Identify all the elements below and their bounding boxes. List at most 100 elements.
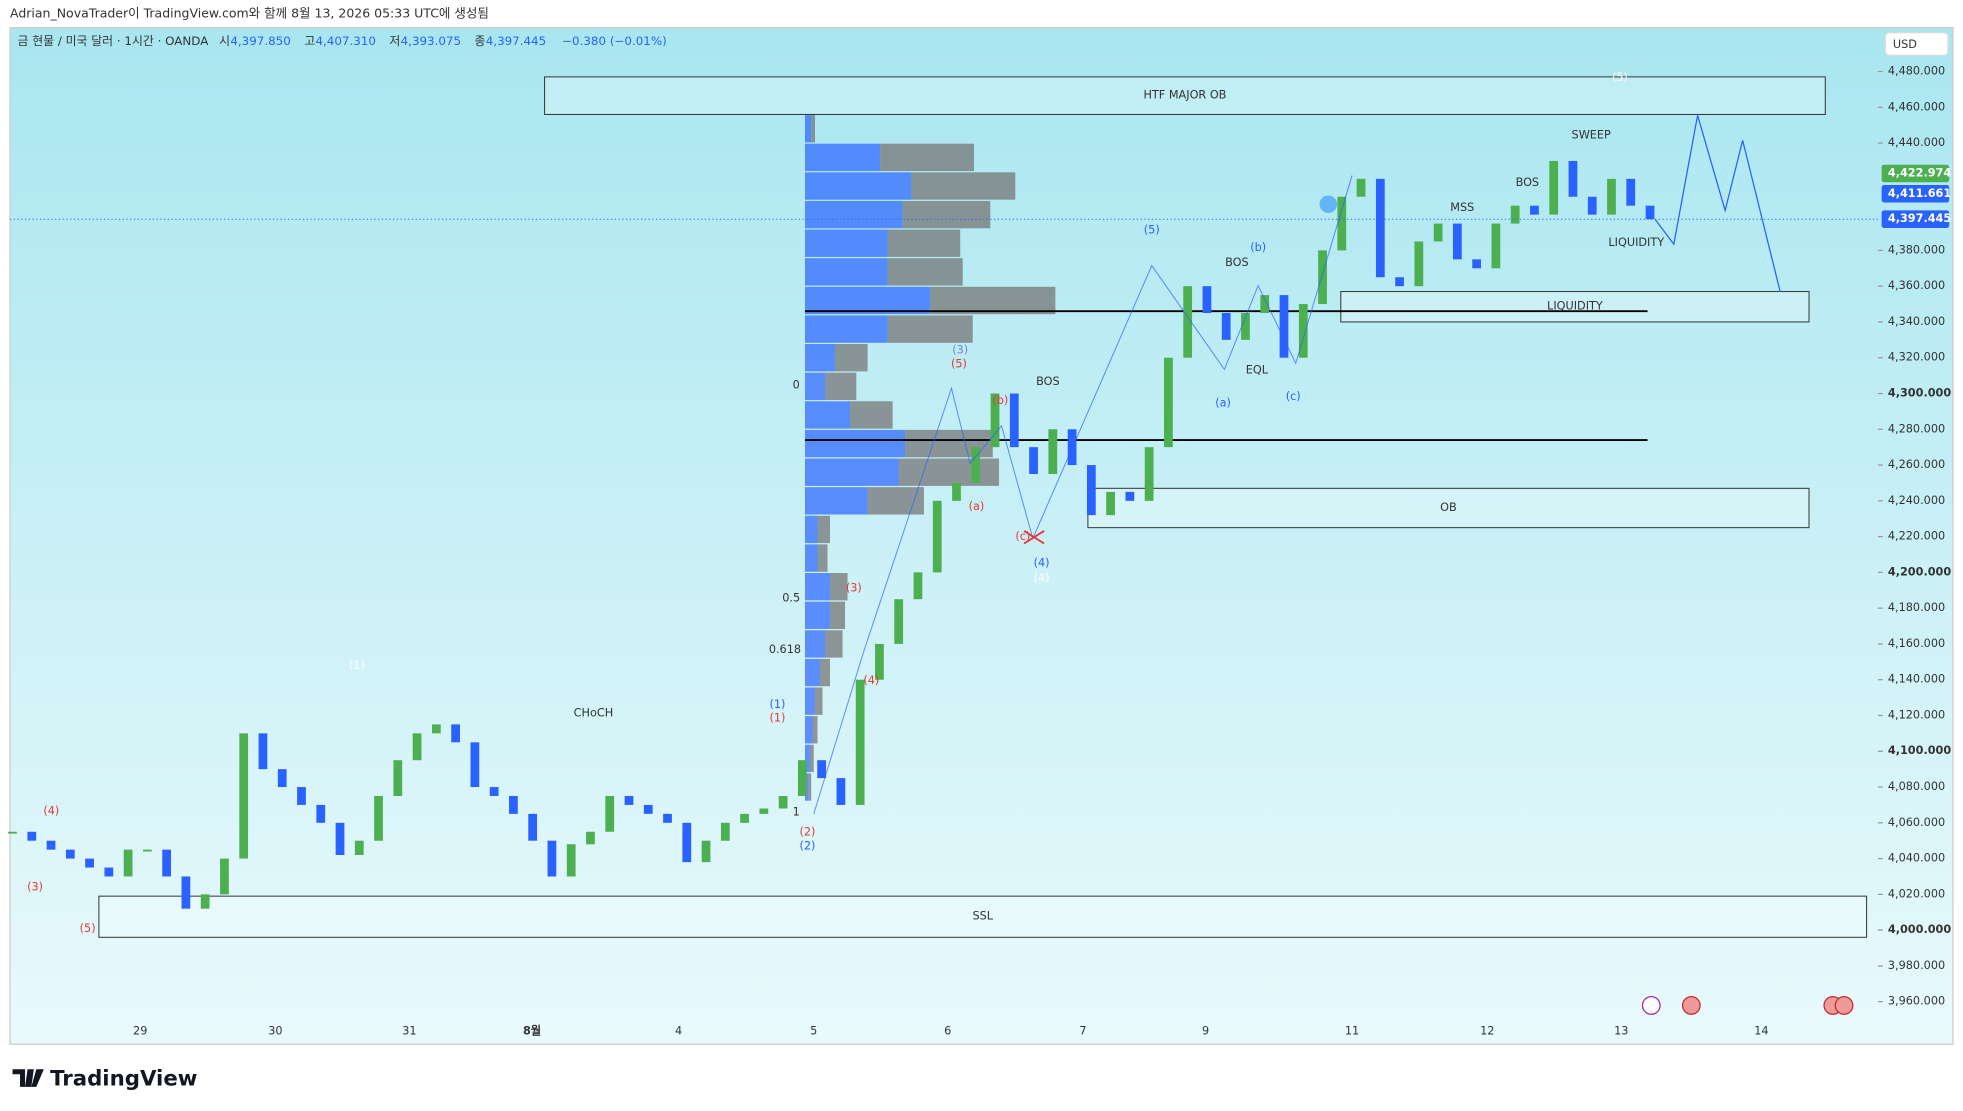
candle [509,795,518,814]
ohlc-value: 4,393.075 [401,34,461,48]
y-tick-label: 4,020.000 [1888,887,1945,900]
volume-sell [820,658,831,687]
annotation: (2) [800,839,816,852]
candle [123,849,133,877]
x-tick-label: 9 [1202,1025,1209,1038]
ohlc-label: 저 [389,34,400,48]
price-label-bg [1881,185,1950,203]
candle [316,804,326,823]
candle [1221,313,1231,340]
annotation: (a) [1215,396,1231,409]
y-tick-label: 4,200.000 [1888,565,1952,578]
candle [643,804,653,814]
y-tick-label: 3,980.000 [1888,959,1945,972]
event-icon[interactable] [1834,996,1854,1015]
volume-sell [825,630,843,658]
annotation: (5) [80,922,96,935]
y-tick-label: 4,220.000 [1888,530,1945,543]
annotation: (1) [769,712,785,725]
y-tick-label: 4,080.000 [1888,780,1945,793]
currency-button[interactable] [1884,32,1949,56]
candle [1298,304,1308,358]
brand-logo [12,1069,44,1087]
candle [1086,465,1096,516]
candle [1144,447,1154,501]
annotation: (4) [1034,572,1050,585]
candle [162,849,172,877]
x-tick-label: 8월 [523,1024,541,1038]
candle [354,840,364,856]
volume-sell [902,200,991,229]
volume-sell [808,773,812,801]
candle [1626,178,1636,206]
x-tick-label: 30 [268,1025,282,1038]
ohlc-label: 종 [474,34,485,48]
candle [1260,295,1270,314]
zone-label: OB [1440,501,1457,514]
event-icon[interactable] [1641,996,1661,1015]
candle [1568,160,1578,197]
annotation: MSS [1450,201,1474,214]
candle [181,876,191,909]
candle [489,787,499,796]
y-tick-label: 3,960.000 [1888,995,1945,1008]
candle [913,572,923,600]
volume-sell [817,515,831,544]
volume-buy [804,315,888,343]
candle [932,500,942,573]
candle [894,599,904,644]
candle [663,813,672,823]
change: −0.380 (−0.01%) [562,34,667,48]
volume-buy [804,429,906,458]
volume-sell [835,344,868,372]
volume-sell [825,372,857,401]
candle [104,867,114,877]
volume-buy [804,744,810,773]
candle [1452,223,1462,260]
volume-buy [804,601,831,629]
brand: TradingView [50,1066,197,1091]
candle [1510,205,1520,224]
y-tick-label: 4,040.000 [1888,852,1945,865]
volume-sell [817,544,828,572]
event-icon[interactable] [1681,996,1701,1015]
annotation: LIQUIDITY [1608,236,1664,249]
candle [1009,393,1019,448]
candle [1202,286,1212,314]
y-tick-label: 4,460.000 [1888,100,1945,113]
y-tick-label: 4,260.000 [1888,458,1945,471]
y-tick-label: 4,320.000 [1888,351,1945,364]
volume-buy [804,143,881,172]
x-tick-label: 14 [1754,1025,1768,1038]
candle [1414,241,1424,287]
candle [952,482,961,501]
x-tick-label: 29 [133,1025,147,1038]
volume-sell [911,172,1016,200]
candle [1530,205,1539,215]
chart-border [9,27,1954,1045]
y-tick-label: 4,120.000 [1888,708,1945,721]
currency[interactable]: USD [1893,38,1917,51]
candle [374,795,383,841]
ohlc-label: 시 [219,34,230,48]
author-note: Adrian_NovaTrader이 TradingView.com와 함께 8… [10,5,489,20]
candle [431,724,441,734]
volume-buy [804,687,815,715]
volume-buy [804,458,899,486]
candle [971,447,981,483]
volume-sell [930,286,1056,315]
cross-mark [1023,530,1045,545]
candle [393,760,403,796]
candle [1337,196,1347,251]
volume-buy [804,401,851,429]
y-tick-label: 4,280.000 [1888,422,1945,435]
volume-sell [812,716,818,744]
ohlc-value: 4,397.850 [230,34,290,48]
annotation: (3) [846,582,862,595]
volume-buy [804,229,888,257]
annotation: (c) [1286,390,1301,403]
zone-label: SSL [972,910,993,923]
annotation: BOS [1036,375,1060,388]
